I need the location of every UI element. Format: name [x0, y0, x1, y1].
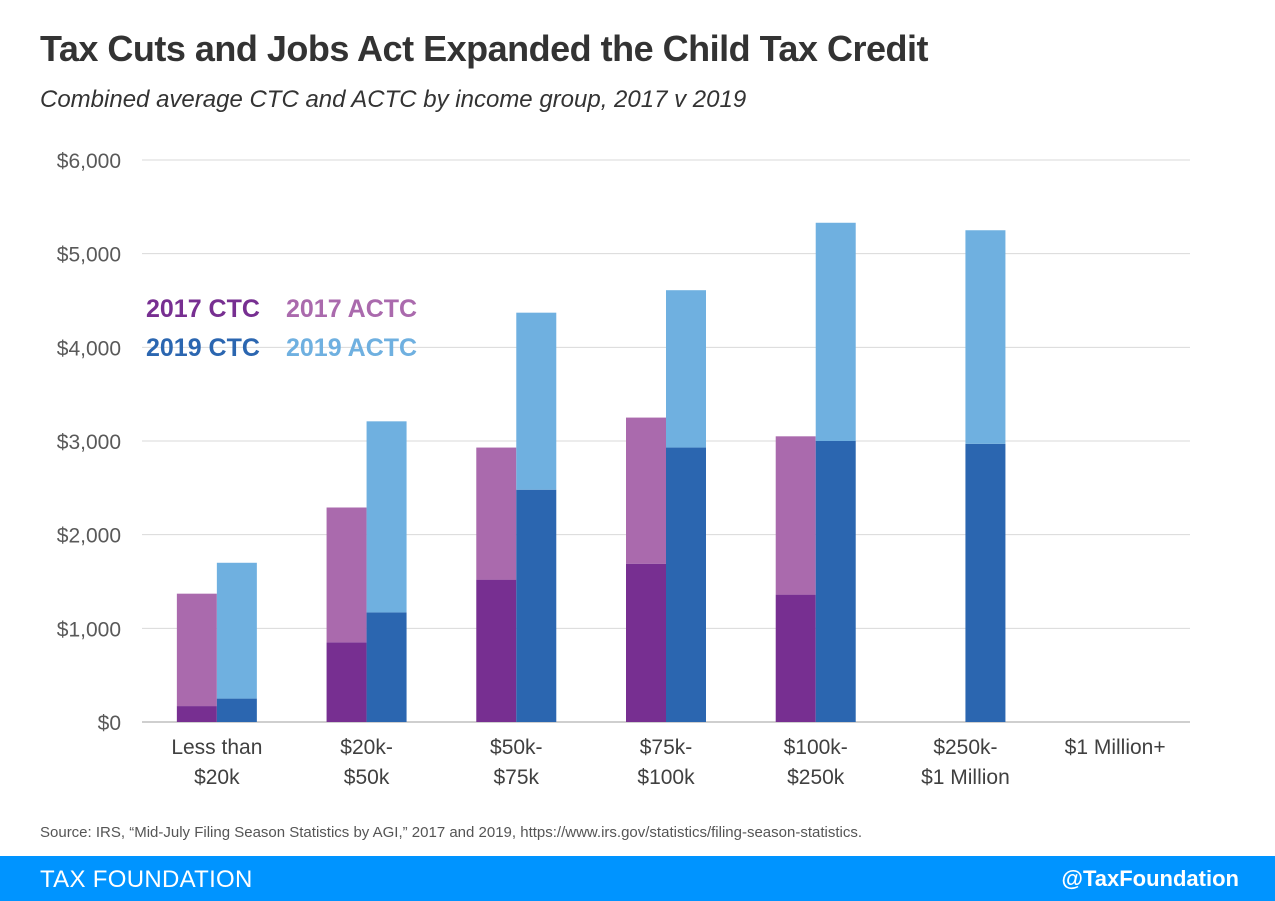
- x-tick-label: $75k-: [640, 736, 693, 759]
- y-tick-label: $6,000: [57, 150, 121, 173]
- bar-2017-actc: [476, 447, 517, 580]
- x-tick-label: $250k: [787, 766, 845, 789]
- legend-entry: 2017 ACTC: [286, 295, 417, 323]
- x-tick-label: $250k-: [933, 736, 997, 759]
- bar-2017-ctc: [326, 642, 367, 722]
- bar-2017-actc: [176, 593, 217, 707]
- y-tick-label: $2,000: [57, 525, 121, 548]
- legend-entry: 2019 CTC: [146, 334, 260, 362]
- legend-entry: 2019 ACTC: [286, 334, 417, 362]
- bar-2019-actc: [815, 222, 856, 441]
- footer-bar: TAX FOUNDATION @TaxFoundation: [0, 856, 1275, 901]
- bar-2019-ctc: [366, 612, 407, 722]
- footer-brand: TAX FOUNDATION: [40, 866, 253, 893]
- stacked-bar-chart: $0 $1,000 $2,000 $3,000 $4,000 $5,000 $6,000 Le…: [57, 150, 1190, 789]
- y-tick-label: $3,000: [57, 431, 121, 454]
- bar-2017-ctc: [775, 594, 816, 722]
- bar-2019-ctc: [815, 441, 856, 722]
- x-tick-label: $20k-: [340, 736, 393, 759]
- source-note: Source: IRS, “Mid-July Filing Season Sta…: [40, 824, 862, 841]
- bar-2019-ctc: [666, 447, 706, 722]
- bar-2017-ctc: [626, 563, 666, 722]
- bar-2017-actc: [626, 417, 666, 564]
- bar-2017-ctc: [476, 579, 517, 722]
- x-tick-label: $20k: [194, 766, 240, 789]
- bar-2019-ctc: [216, 698, 257, 722]
- bar-2017-actc: [775, 436, 816, 595]
- x-tick-label: $50k-: [490, 736, 543, 759]
- legend-entry: 2017 CTC: [146, 295, 260, 323]
- y-tick-label: $0: [98, 712, 121, 735]
- y-tick-label: $4,000: [57, 337, 121, 360]
- bar-2019-actc: [666, 290, 706, 448]
- bar-2019-ctc: [516, 489, 557, 722]
- x-tick-label: $1 Million: [921, 766, 1010, 789]
- chart-title: Tax Cuts and Jobs Act Expanded the Child…: [40, 28, 928, 69]
- x-tick-label: $100k: [637, 766, 695, 789]
- x-tick-label: $1 Million+: [1065, 736, 1166, 759]
- x-tick-label: $100k-: [784, 736, 848, 759]
- bar-2017-actc: [326, 507, 367, 643]
- footer-handle: @TaxFoundation: [1061, 866, 1239, 891]
- bar-2019-actc: [965, 230, 1006, 444]
- bar-2019-actc: [216, 562, 257, 699]
- x-tick-label: $75k: [494, 766, 540, 789]
- x-tick-label: $50k: [344, 766, 390, 789]
- bar-2019-actc: [366, 421, 407, 613]
- x-tick-label: Less than: [171, 736, 262, 759]
- bar-2019-ctc: [965, 443, 1006, 722]
- chart-subtitle: Combined average CTC and ACTC by income …: [40, 86, 747, 113]
- y-tick-label: $1,000: [57, 618, 121, 641]
- y-tick-label: $5,000: [57, 244, 121, 267]
- bar-2019-actc: [516, 312, 557, 490]
- bar-2017-ctc: [176, 706, 217, 722]
